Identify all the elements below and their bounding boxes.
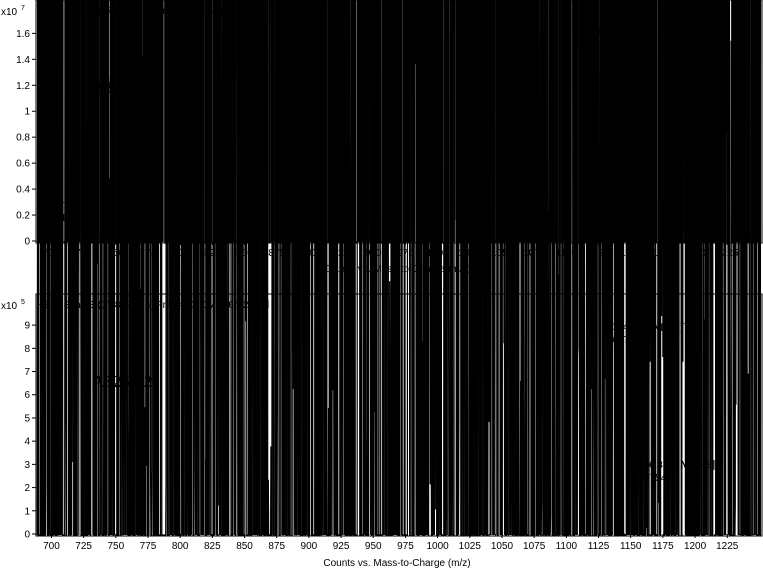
peak-ion-label: [M+H]+ [649,319,688,334]
peak-ion-label: [M+Na]+ [676,456,720,471]
panel-2-x-label: Counts vs. Mass-to-Charge (m/z) [323,558,470,569]
x-tick-label: 750 [107,541,124,552]
y-tick-label: 1 [24,107,30,118]
x-tick-label: 1075 [523,541,546,552]
panel-2-peak-label-1166: 1166.3 205754 [M+Na]+ [633,456,720,484]
peak-mz-label: 1166.3 [633,460,663,471]
x-tick-label: 725 [75,541,92,552]
panel-2-spectrum-trace [36,0,762,537]
panel-1-exponent: 7 [21,5,25,12]
panel-2-y-axis: 0 1 2 3 4 5 6 7 8 9 [24,321,36,541]
y-tick-label: 2 [24,483,30,494]
x-tick-label: 1000 [426,541,449,552]
y-tick-label: 0.6 [16,159,30,170]
y-tick-label: 0 [24,237,30,248]
y-tick-label: 1 [24,506,30,517]
panel-2-peak-label-1144: 1144.4 867716 [M+H]+ [607,319,688,346]
x-tick-label: 1125 [588,541,610,552]
panel-1-multiplier: x10 [1,7,18,18]
y-tick-label: 6 [24,390,30,401]
x-tick-label: 1200 [684,541,707,552]
x-tick-label: 900 [301,541,318,552]
x-tick-label: 750 [107,248,124,259]
peak-intensity-label: 867716 [607,335,641,346]
x-tick-label: 1150 [620,541,642,552]
panel-2-exponent: 5 [21,299,25,306]
panel-2-multiplier: x10 [1,301,18,312]
x-tick-label: 700 [43,541,60,552]
x-tick-label: 825 [204,541,221,552]
x-tick-label: 975 [397,248,414,259]
x-tick-label: 1225 [716,541,739,552]
x-tick-label: 800 [172,541,189,552]
x-tick-label: 775 [140,541,157,552]
panel-1-y-axis: 0 0.2 0.4 0.6 0.8 1 1.2 1.4 1.6 [16,29,36,248]
x-tick-label: 1175 [652,541,674,552]
y-tick-label: 0.2 [16,211,30,222]
x-tick-label: 875 [268,541,285,552]
peak-intensity-label: 205754 [633,473,667,484]
y-tick-label: 4 [24,437,30,448]
x-tick-label: 975 [397,541,414,552]
y-tick-label: 1.2 [16,81,30,92]
peak-mz-label: 1144.4 [607,322,637,333]
peak-intensity-label: 3086843 [605,189,644,200]
x-tick-label: 1100 [556,541,578,552]
y-tick-label: 0.8 [16,133,30,144]
x-tick-label: 1050 [491,541,514,552]
x-tick-label: 925 [333,541,350,552]
y-tick-label: 7 [24,367,30,378]
y-tick-label: 5 [24,413,30,424]
x-tick-label: 1025 [459,541,482,552]
y-tick-label: 0 [24,530,30,541]
y-tick-label: 3 [24,460,30,471]
y-tick-label: 8 [24,344,30,355]
x-tick-label: 800 [172,248,189,259]
y-tick-label: 1.4 [16,55,30,66]
y-tick-label: 1.6 [16,29,30,40]
x-tick-label: 850 [236,541,253,552]
y-tick-label: 9 [24,321,30,332]
x-tick-label: 950 [365,541,382,552]
y-tick-label: 0.4 [16,185,30,196]
